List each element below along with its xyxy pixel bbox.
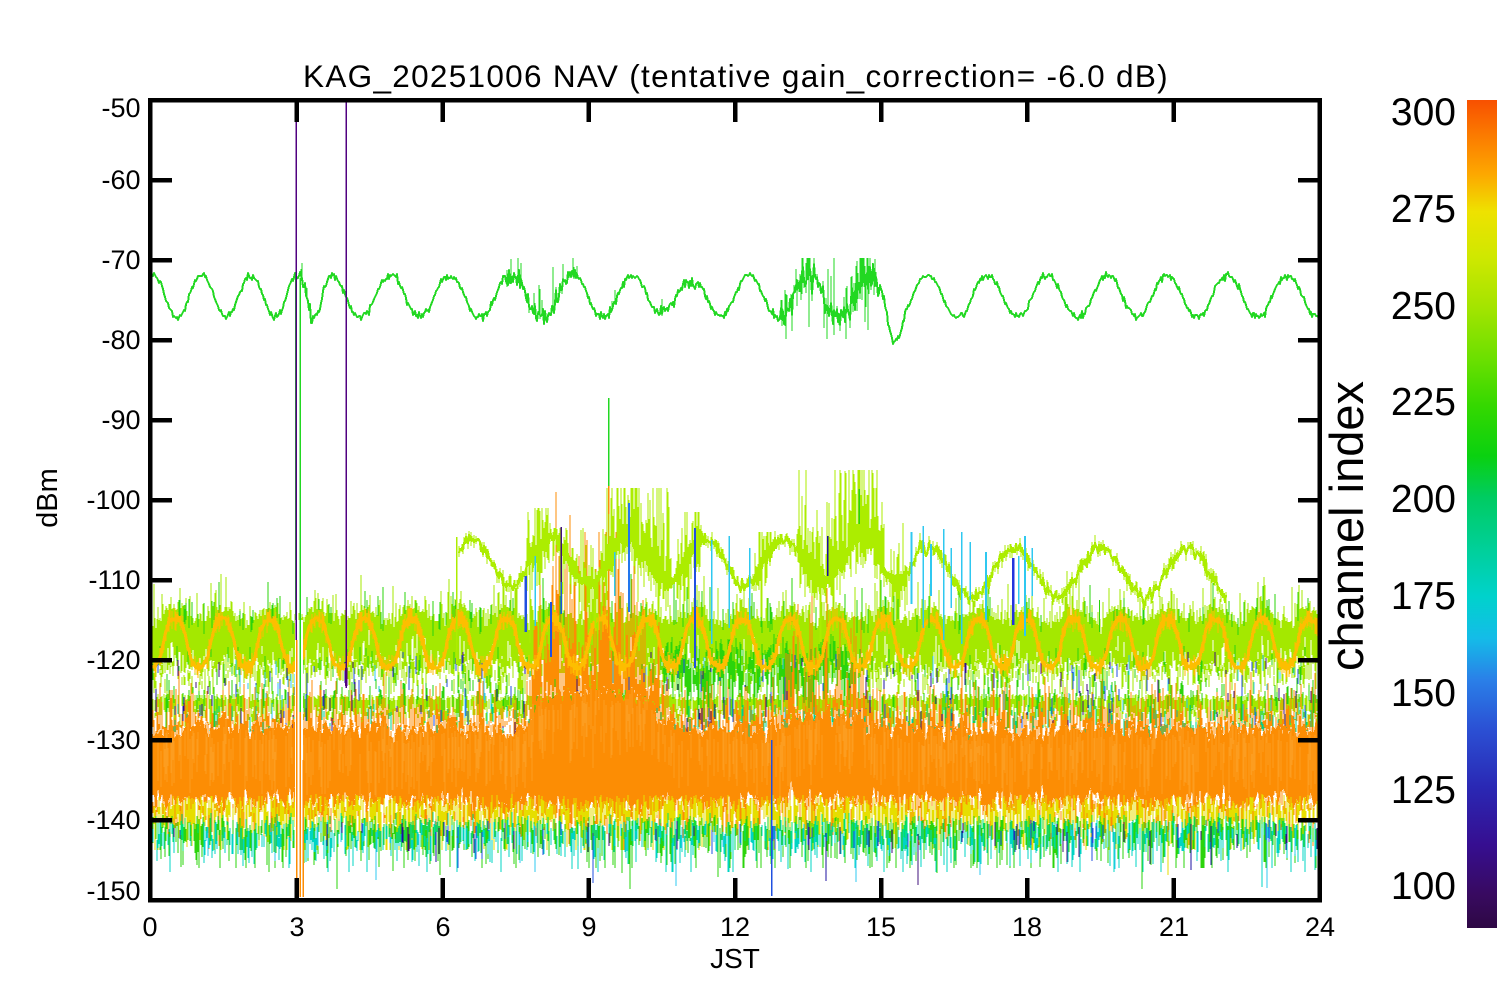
svg-text:15: 15 (866, 912, 896, 942)
svg-text:-130: -130 (86, 725, 140, 755)
svg-text:3: 3 (289, 912, 304, 942)
svg-text:-50: -50 (101, 93, 140, 123)
svg-text:100: 100 (1391, 865, 1456, 908)
svg-text:6: 6 (435, 912, 450, 942)
svg-text:0: 0 (142, 912, 157, 942)
svg-text:-150: -150 (86, 876, 140, 906)
svg-text:-70: -70 (101, 245, 140, 275)
svg-text:-110: -110 (88, 565, 140, 595)
svg-text:9: 9 (581, 912, 596, 942)
svg-text:-140: -140 (86, 805, 140, 835)
svg-text:JST: JST (710, 943, 760, 974)
svg-text:275: 275 (1391, 188, 1456, 231)
svg-text:24: 24 (1305, 912, 1335, 942)
svg-text:200: 200 (1391, 478, 1456, 521)
svg-text:-80: -80 (101, 325, 140, 355)
svg-text:225: 225 (1391, 381, 1456, 424)
svg-text:150: 150 (1391, 672, 1456, 715)
svg-text:18: 18 (1012, 912, 1042, 942)
svg-text:12: 12 (720, 912, 750, 942)
svg-text:-100: -100 (86, 485, 140, 515)
svg-text:dBm: dBm (32, 468, 64, 528)
svg-text:175: 175 (1391, 575, 1456, 618)
svg-text:250: 250 (1391, 285, 1456, 328)
svg-text:KAG_20251006 NAV (tentative ga: KAG_20251006 NAV (tentative gain_correct… (303, 58, 1169, 94)
svg-text:-90: -90 (101, 405, 140, 435)
svg-text:-60: -60 (101, 165, 140, 195)
svg-text:-120: -120 (86, 645, 140, 675)
svg-text:300: 300 (1391, 91, 1456, 134)
svg-text:channel index: channel index (1320, 381, 1373, 671)
svg-text:125: 125 (1391, 769, 1456, 812)
svg-text:21: 21 (1159, 912, 1189, 942)
